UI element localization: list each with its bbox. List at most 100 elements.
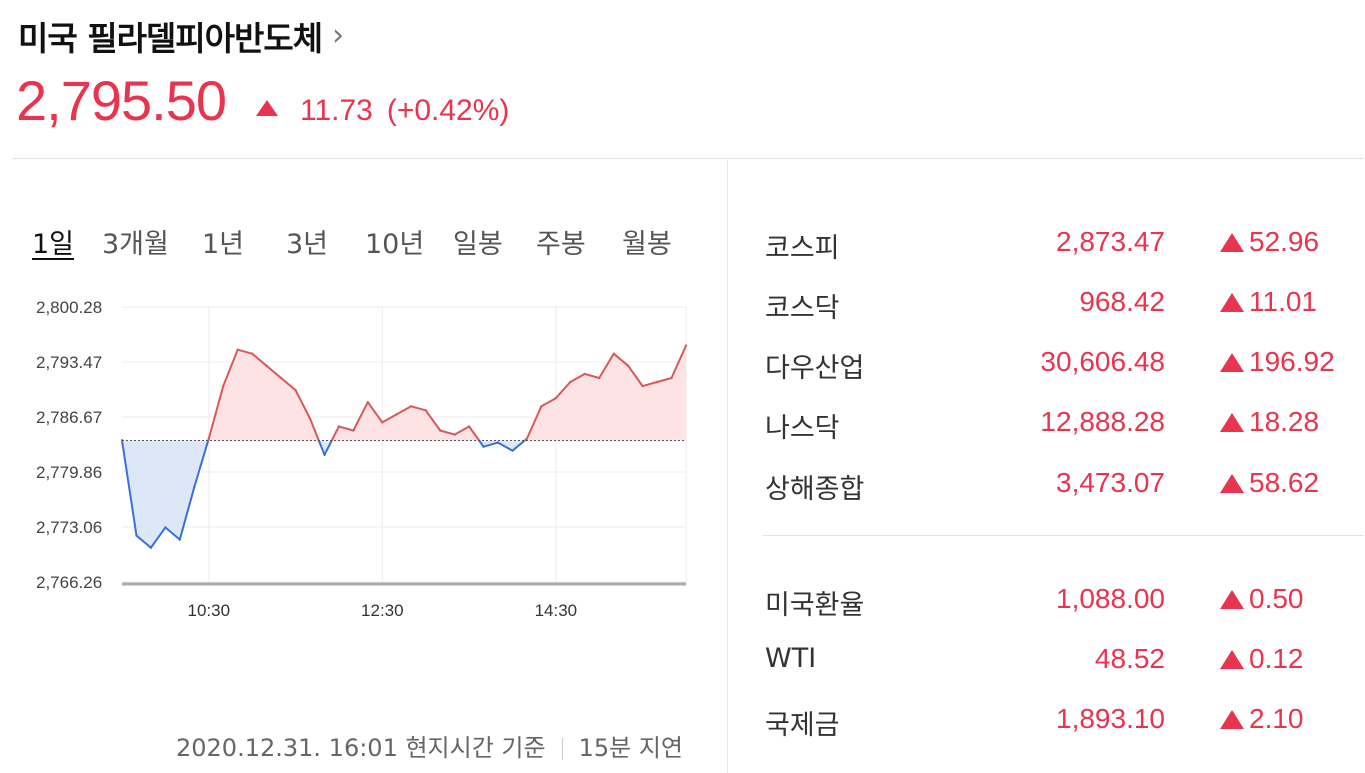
intraday-chart[interactable]: 2,800.28 2,793.47 2,786.67 2,779.86 2,773.06… (0, 285, 700, 655)
y-axis-labels: 2,800.28 2,793.47 2,786.67 2,779.86 2,773.06… (36, 298, 102, 592)
market-change: 2.10 (1220, 703, 1304, 735)
data-point (612, 352, 615, 355)
up-triangle-icon (1220, 709, 1244, 729)
market-name: 나스닥 (765, 413, 840, 444)
data-point (207, 437, 210, 440)
market-name: 미국환율 (765, 590, 865, 621)
area-above-close (524, 345, 686, 441)
list-item-nasdaq[interactable]: 나스닥 12,888.28 18.28 (765, 406, 1365, 446)
data-point (251, 352, 254, 355)
data-point (453, 433, 456, 436)
series-line-up (207, 348, 320, 441)
data-point (135, 534, 138, 537)
chart-areas (122, 345, 686, 548)
up-arrow-icon (255, 100, 278, 116)
data-point (265, 364, 268, 367)
up-triangle-icon (1220, 292, 1244, 312)
market-value: 48.52 (1094, 643, 1165, 674)
area-above-close (208, 349, 319, 441)
market-change: 196.92 (1220, 346, 1335, 378)
chart-lines (120, 344, 688, 549)
up-triangle-icon (1220, 232, 1244, 252)
data-point (467, 425, 471, 428)
market-value: 2,873.47 (1056, 226, 1165, 257)
market-change-value: 52.96 (1249, 226, 1320, 257)
tab-daily-candle[interactable]: 일봉 (453, 229, 503, 260)
market-value: 1,893.10 (1056, 703, 1165, 734)
tab-weekly-candle[interactable]: 주봉 (536, 229, 586, 260)
data-point (149, 546, 153, 549)
data-point (381, 421, 384, 424)
y-tick-label: 2,786.67 (36, 408, 102, 427)
data-point (583, 372, 586, 376)
market-change: 11.01 (1220, 286, 1317, 318)
market-value: 968.42 (1079, 286, 1165, 317)
data-point (279, 376, 283, 380)
market-value: 3,473.07 (1056, 467, 1165, 498)
market-change-value: 0.50 (1249, 583, 1304, 614)
market-change: 52.96 (1220, 226, 1319, 258)
data-point (366, 401, 369, 404)
chart-footer: 2020.12.31. 16:01 현지시간 기준 15분 지연 (176, 728, 683, 763)
tab-10years[interactable]: 10년 (365, 229, 425, 260)
data-point (178, 538, 181, 541)
timestamp: 2020.12.31. 16:01 현지시간 기준 (176, 734, 546, 762)
price-change: 11.73 (299, 94, 373, 127)
data-point (525, 437, 529, 440)
price-change-percent: (+0.42%) (386, 94, 510, 127)
data-point (294, 388, 297, 392)
tab-3months[interactable]: 3개월 (102, 229, 169, 260)
market-change-value: 2.10 (1249, 703, 1304, 734)
market-value: 12,888.28 (1040, 406, 1165, 437)
data-point (424, 409, 427, 412)
list-item-kospi[interactable]: 코스피 2,873.47 52.96 (765, 226, 1365, 266)
up-triangle-icon (1220, 412, 1244, 432)
tab-monthly-candle[interactable]: 월봉 (622, 229, 672, 260)
list-item-dow[interactable]: 다우산업 30,606.48 196.92 (765, 346, 1365, 386)
divider (12, 158, 1364, 159)
stock-header: 미국 필라델피아반도체 › (18, 12, 344, 60)
market-name: 코스피 (765, 233, 840, 264)
data-point (641, 384, 644, 388)
y-tick-label: 2,793.47 (36, 353, 102, 372)
tab-1day[interactable]: 1일 (32, 229, 75, 260)
market-change-value: 11.01 (1249, 286, 1317, 317)
data-point (308, 417, 312, 420)
y-tick-label: 2,779.86 (36, 463, 102, 482)
data-point (670, 376, 673, 380)
data-point (482, 445, 485, 448)
market-change-value: 196.92 (1249, 346, 1335, 377)
area-below-close (479, 440, 525, 451)
data-point (598, 376, 601, 380)
stock-title-link[interactable]: 미국 필라델피아반도체 › (18, 12, 344, 60)
market-change: 0.12 (1220, 643, 1304, 675)
x-tick-label: 14:30 (535, 601, 578, 620)
list-item-wti[interactable]: WTI 48.52 0.12 (765, 643, 1365, 683)
market-value: 1,088.00 (1056, 583, 1165, 614)
tab-3years[interactable]: 3년 (286, 229, 329, 260)
list-item-kosdaq[interactable]: 코스닥 968.42 11.01 (765, 286, 1365, 326)
market-change: 0.50 (1220, 583, 1304, 615)
market-name: 코스닥 (765, 293, 840, 324)
data-point (236, 348, 239, 351)
data-point (222, 384, 225, 388)
list-item-usd-krw[interactable]: 미국환율 1,088.00 0.50 (765, 583, 1365, 623)
x-tick-label: 10:30 (187, 601, 230, 620)
data-point (352, 429, 355, 432)
data-point (410, 405, 413, 408)
stock-title[interactable]: 미국 필라델피아반도체 (18, 19, 323, 58)
market-change-value: 0.12 (1249, 643, 1304, 674)
y-tick-label: 2,800.28 (36, 298, 102, 317)
list-item-gold[interactable]: 국제금 1,893.10 2.10 (765, 703, 1365, 743)
list-item-shanghai[interactable]: 상해종합 3,473.07 58.62 (765, 467, 1365, 507)
divider (762, 535, 1364, 536)
tab-1year[interactable]: 1년 (202, 229, 245, 260)
data-point (554, 397, 557, 400)
data-point (511, 449, 514, 452)
separator (561, 738, 563, 760)
data-point (323, 453, 326, 456)
data-point (439, 429, 442, 432)
market-change: 18.28 (1220, 406, 1319, 438)
x-tick-label: 12:30 (361, 601, 404, 620)
chevron-right-icon[interactable]: › (332, 18, 345, 53)
